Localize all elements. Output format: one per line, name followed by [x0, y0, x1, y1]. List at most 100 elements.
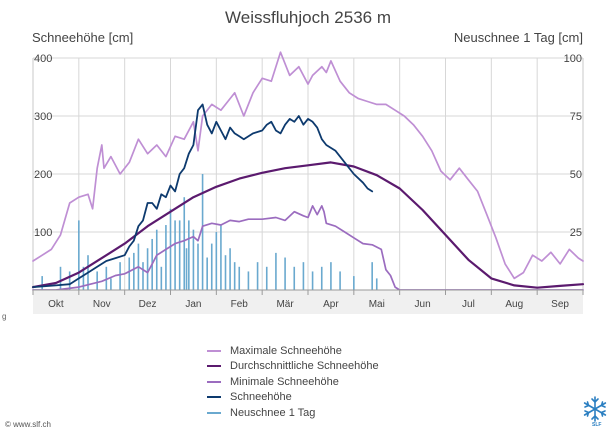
y-right-tick-label-100: 100	[564, 53, 582, 65]
legend-label-avg: Durchschnittliche Schneehöhe	[230, 360, 379, 373]
x-tick-label-Dez: Dez	[139, 299, 157, 310]
grid-layer	[32, 57, 584, 290]
series-layer	[31, 51, 585, 291]
newsnow-bar-13	[142, 262, 144, 290]
x-tick-label-Aug: Aug	[505, 299, 523, 310]
newsnow-bar-31	[220, 225, 222, 290]
y-left-tick-label-300: 300	[34, 111, 52, 123]
newsnow-bar-19	[169, 208, 172, 290]
small-mark: g	[2, 312, 7, 321]
newsnow-bar-24	[188, 220, 190, 290]
legend-swatch-avg	[207, 365, 221, 368]
legend-label-newsnow: Neuschnee 1 Tag	[230, 406, 316, 419]
newsnow-bar-10	[128, 257, 131, 290]
legend-item-newsnow[interactable]: Neuschnee 1 Tag	[207, 405, 447, 421]
newsnow-bar-42	[302, 262, 305, 290]
legend-item-current[interactable]: Schneehöhe	[207, 390, 447, 406]
legend-label-current: Schneehöhe	[230, 391, 292, 404]
newsnow-bar-43	[311, 271, 314, 290]
newsnow-bar-40	[284, 257, 286, 290]
axis-layer: Okt Nov Dez Jan Feb Mär Apr Mai Jun Jul Aug Sep 100 2…	[32, 53, 584, 314]
newsnow-bar-3	[78, 220, 80, 290]
newsnow-bar-44	[320, 266, 323, 290]
right-axis-title: Neuschnee 1 Tag [cm]	[453, 30, 583, 45]
newsnow-bar-23	[185, 248, 188, 290]
newsnow-bar-34	[233, 262, 236, 290]
footer-url[interactable]: © www.slf.ch	[5, 420, 51, 429]
legend-swatch-current	[207, 396, 221, 399]
legend-label-min: Minimale Schneehöhe	[230, 375, 339, 388]
newsnow-bar-45	[330, 262, 332, 290]
newsnow-bar-49	[375, 278, 378, 290]
y-left-tick-label-100: 100	[34, 227, 52, 239]
newsnow-bar-39	[275, 252, 277, 290]
x-tick-label-Jan: Jan	[185, 299, 201, 310]
newsnow-bar-20	[174, 220, 176, 290]
legend-item-min[interactable]: Minimale Schneehöhe	[207, 374, 447, 390]
newsnow-bar-47	[353, 276, 355, 290]
chart-title: Weissfluhjoch 2536 m	[225, 8, 391, 27]
newsnow-bar-21	[178, 220, 181, 290]
newsnow-bar-14	[146, 248, 149, 290]
newsnow-bar-16	[155, 229, 158, 290]
x-tick-label-Nov: Nov	[93, 299, 111, 310]
legend-swatch-min	[207, 380, 221, 383]
newsnow-bar-29	[210, 243, 213, 290]
x-tick-label-Jul: Jul	[462, 299, 475, 310]
newsnow-bar-1	[59, 266, 62, 290]
legend-swatch-newsnow	[207, 411, 221, 414]
newsnow-bar-8	[110, 278, 112, 290]
newsnow-bar-7	[105, 266, 108, 290]
newsnow-bar-11	[133, 252, 135, 290]
x-tick-label-Feb: Feb	[231, 299, 249, 310]
newsnow-bar-4	[82, 266, 85, 290]
legend-item-max[interactable]: Maximale Schneehöhe	[207, 343, 447, 359]
y-right-tick-label-25: 25	[570, 227, 582, 239]
newsnow-bar-41	[293, 266, 296, 290]
y-right-tick-label-50: 50	[570, 169, 582, 181]
newsnow-bar-36	[247, 271, 250, 290]
newsnow-bars	[41, 174, 378, 290]
x-tick-label-Sep: Sep	[551, 299, 569, 310]
newsnow-bar-30	[215, 232, 218, 290]
newsnow-bar-26	[197, 243, 199, 290]
newsnow-bar-18	[165, 225, 167, 290]
series-line-avg	[31, 161, 585, 289]
y-left-tick-label-200: 200	[34, 169, 52, 181]
series-line-max	[32, 51, 584, 280]
y-right-tick-label-75: 75	[570, 111, 582, 123]
legend-swatch-max	[207, 349, 221, 352]
x-tick-label-Okt: Okt	[48, 299, 64, 310]
newsnow-bar-33	[229, 248, 231, 290]
newsnow-bar-27	[201, 174, 204, 290]
x-tick-label-Mär: Mär	[276, 299, 294, 310]
newsnow-bar-32	[224, 255, 227, 290]
series-line-current	[32, 103, 374, 289]
legend-label-max: Maximale Schneehöhe	[230, 344, 342, 357]
newsnow-bar-35	[238, 266, 241, 290]
series-line-min	[32, 205, 584, 291]
newsnow-bar-38	[265, 266, 268, 290]
newsnow-bar-6	[96, 271, 98, 290]
legend: Maximale Schneehöhe Durchschnittliche Sc…	[207, 343, 447, 421]
newsnow-bar-48	[371, 262, 373, 290]
newsnow-bar-22	[183, 197, 186, 290]
x-tick-label-Apr: Apr	[323, 299, 339, 310]
newsnow-bar-2	[68, 271, 71, 290]
newsnow-bar-17	[160, 266, 163, 290]
x-tick-label-Mai: Mai	[369, 299, 385, 310]
x-tick-label-Jun: Jun	[415, 299, 431, 310]
legend-item-avg[interactable]: Durchschnittliche Schneehöhe	[207, 359, 447, 375]
left-axis-title: Schneehöhe [cm]	[32, 30, 134, 45]
slf-logo-icon[interactable]: SLF	[580, 396, 610, 428]
logo-text: SLF	[592, 422, 602, 428]
newsnow-bar-25	[192, 229, 195, 290]
newsnow-bar-46	[339, 271, 341, 290]
newsnow-bar-28	[206, 257, 208, 290]
y-left-tick-label-400: 400	[34, 53, 52, 65]
newsnow-bar-37	[256, 262, 259, 290]
newsnow-bar-9	[119, 262, 121, 290]
newsnow-bar-0	[41, 276, 43, 290]
